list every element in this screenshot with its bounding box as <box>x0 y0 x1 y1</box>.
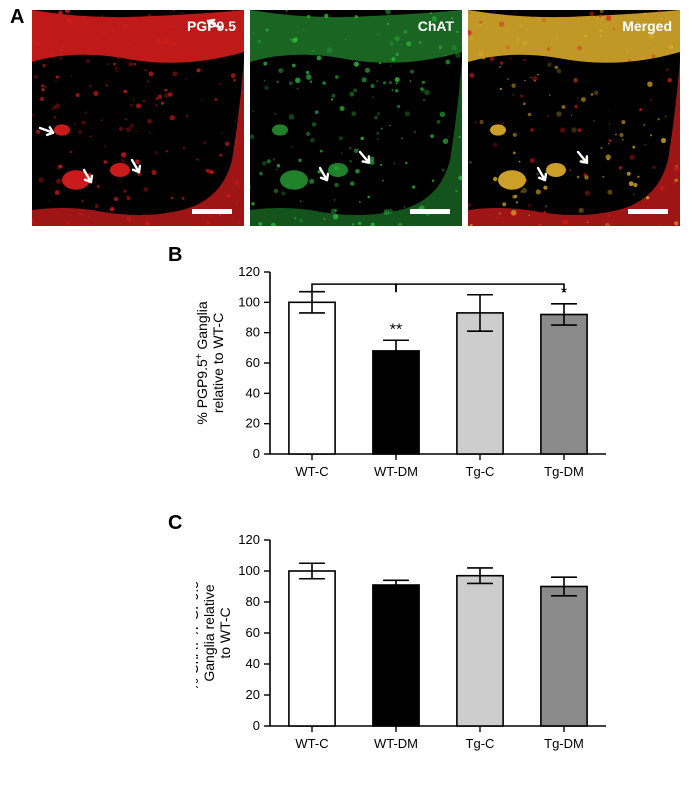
svg-text:% PGP9.5+ Gangliarelative to W: % PGP9.5+ Gangliarelative to WT-C <box>196 301 226 424</box>
svg-text:Tg-C: Tg-C <box>466 736 495 751</box>
svg-text:60: 60 <box>246 625 260 640</box>
svg-text:WT-DM: WT-DM <box>374 464 418 479</box>
panel-b-svg: 0 20 40 60 80 100 120 % PGP9.5+ Gangliarelative… <box>196 246 616 496</box>
micrograph-chat: ChAT <box>250 10 462 226</box>
svg-text:40: 40 <box>246 656 260 671</box>
scalebar <box>628 209 668 214</box>
bar-Tg-C <box>457 576 503 726</box>
svg-text:120: 120 <box>238 532 260 547</box>
panel-b-label: B <box>168 244 182 267</box>
svg-text:Tg-C: Tg-C <box>466 464 495 479</box>
scalebar <box>410 209 450 214</box>
svg-text:Tg-DM: Tg-DM <box>544 736 584 751</box>
svg-text:20: 20 <box>246 687 260 702</box>
svg-text:WT-C: WT-C <box>295 736 328 751</box>
svg-text:WT-C: WT-C <box>295 464 328 479</box>
bar-Tg-C <box>457 313 503 454</box>
svg-text:0: 0 <box>253 718 260 733</box>
panel-a-row: PGP9.5 ChAT Merged <box>32 10 680 226</box>
micrograph-label: ChAT <box>418 18 454 34</box>
panel-c-chart: 0 20 40 60 80 100 120 % ChAT+/PGP9.5+Ganglia re… <box>196 514 616 768</box>
svg-text:20: 20 <box>246 416 260 431</box>
svg-text:0: 0 <box>253 446 260 461</box>
panel-b-chart: 0 20 40 60 80 100 120 % PGP9.5+ Gangliarelative… <box>196 246 616 496</box>
micrograph-label: Merged <box>622 18 672 34</box>
svg-text:**: ** <box>390 321 402 338</box>
micrograph-merged: Merged <box>468 10 680 226</box>
micrograph-pgp95: PGP9.5 <box>32 10 244 226</box>
svg-text:80: 80 <box>246 325 260 340</box>
svg-text:120: 120 <box>238 264 260 279</box>
svg-text:100: 100 <box>238 563 260 578</box>
panel-a-label: A <box>10 6 24 29</box>
bar-Tg-DM <box>541 587 587 727</box>
bar-WT-C <box>289 302 335 454</box>
micrograph-label: PGP9.5 <box>187 18 236 34</box>
svg-text:60: 60 <box>246 355 260 370</box>
svg-text:40: 40 <box>246 385 260 400</box>
figure-root: A PGP9.5 ChAT Merged B 0 20 40 60 80 100 120 % PG… <box>0 0 700 786</box>
bar-WT-DM <box>373 351 419 454</box>
panel-c-svg: 0 20 40 60 80 100 120 % ChAT+/PGP9.5+Ganglia re… <box>196 514 616 768</box>
svg-text:WT-DM: WT-DM <box>374 736 418 751</box>
bar-WT-DM <box>373 585 419 726</box>
svg-text:% ChAT+/PGP9.5+Ganglia relativ: % ChAT+/PGP9.5+Ganglia relativeto WT-C <box>196 575 233 691</box>
svg-text:100: 100 <box>238 294 260 309</box>
bar-WT-C <box>289 571 335 726</box>
panel-c-label: C <box>168 512 182 535</box>
svg-text:*: * <box>561 285 567 302</box>
scalebar <box>192 209 232 214</box>
bar-Tg-DM <box>541 315 587 455</box>
svg-text:Tg-DM: Tg-DM <box>544 464 584 479</box>
svg-text:80: 80 <box>246 594 260 609</box>
